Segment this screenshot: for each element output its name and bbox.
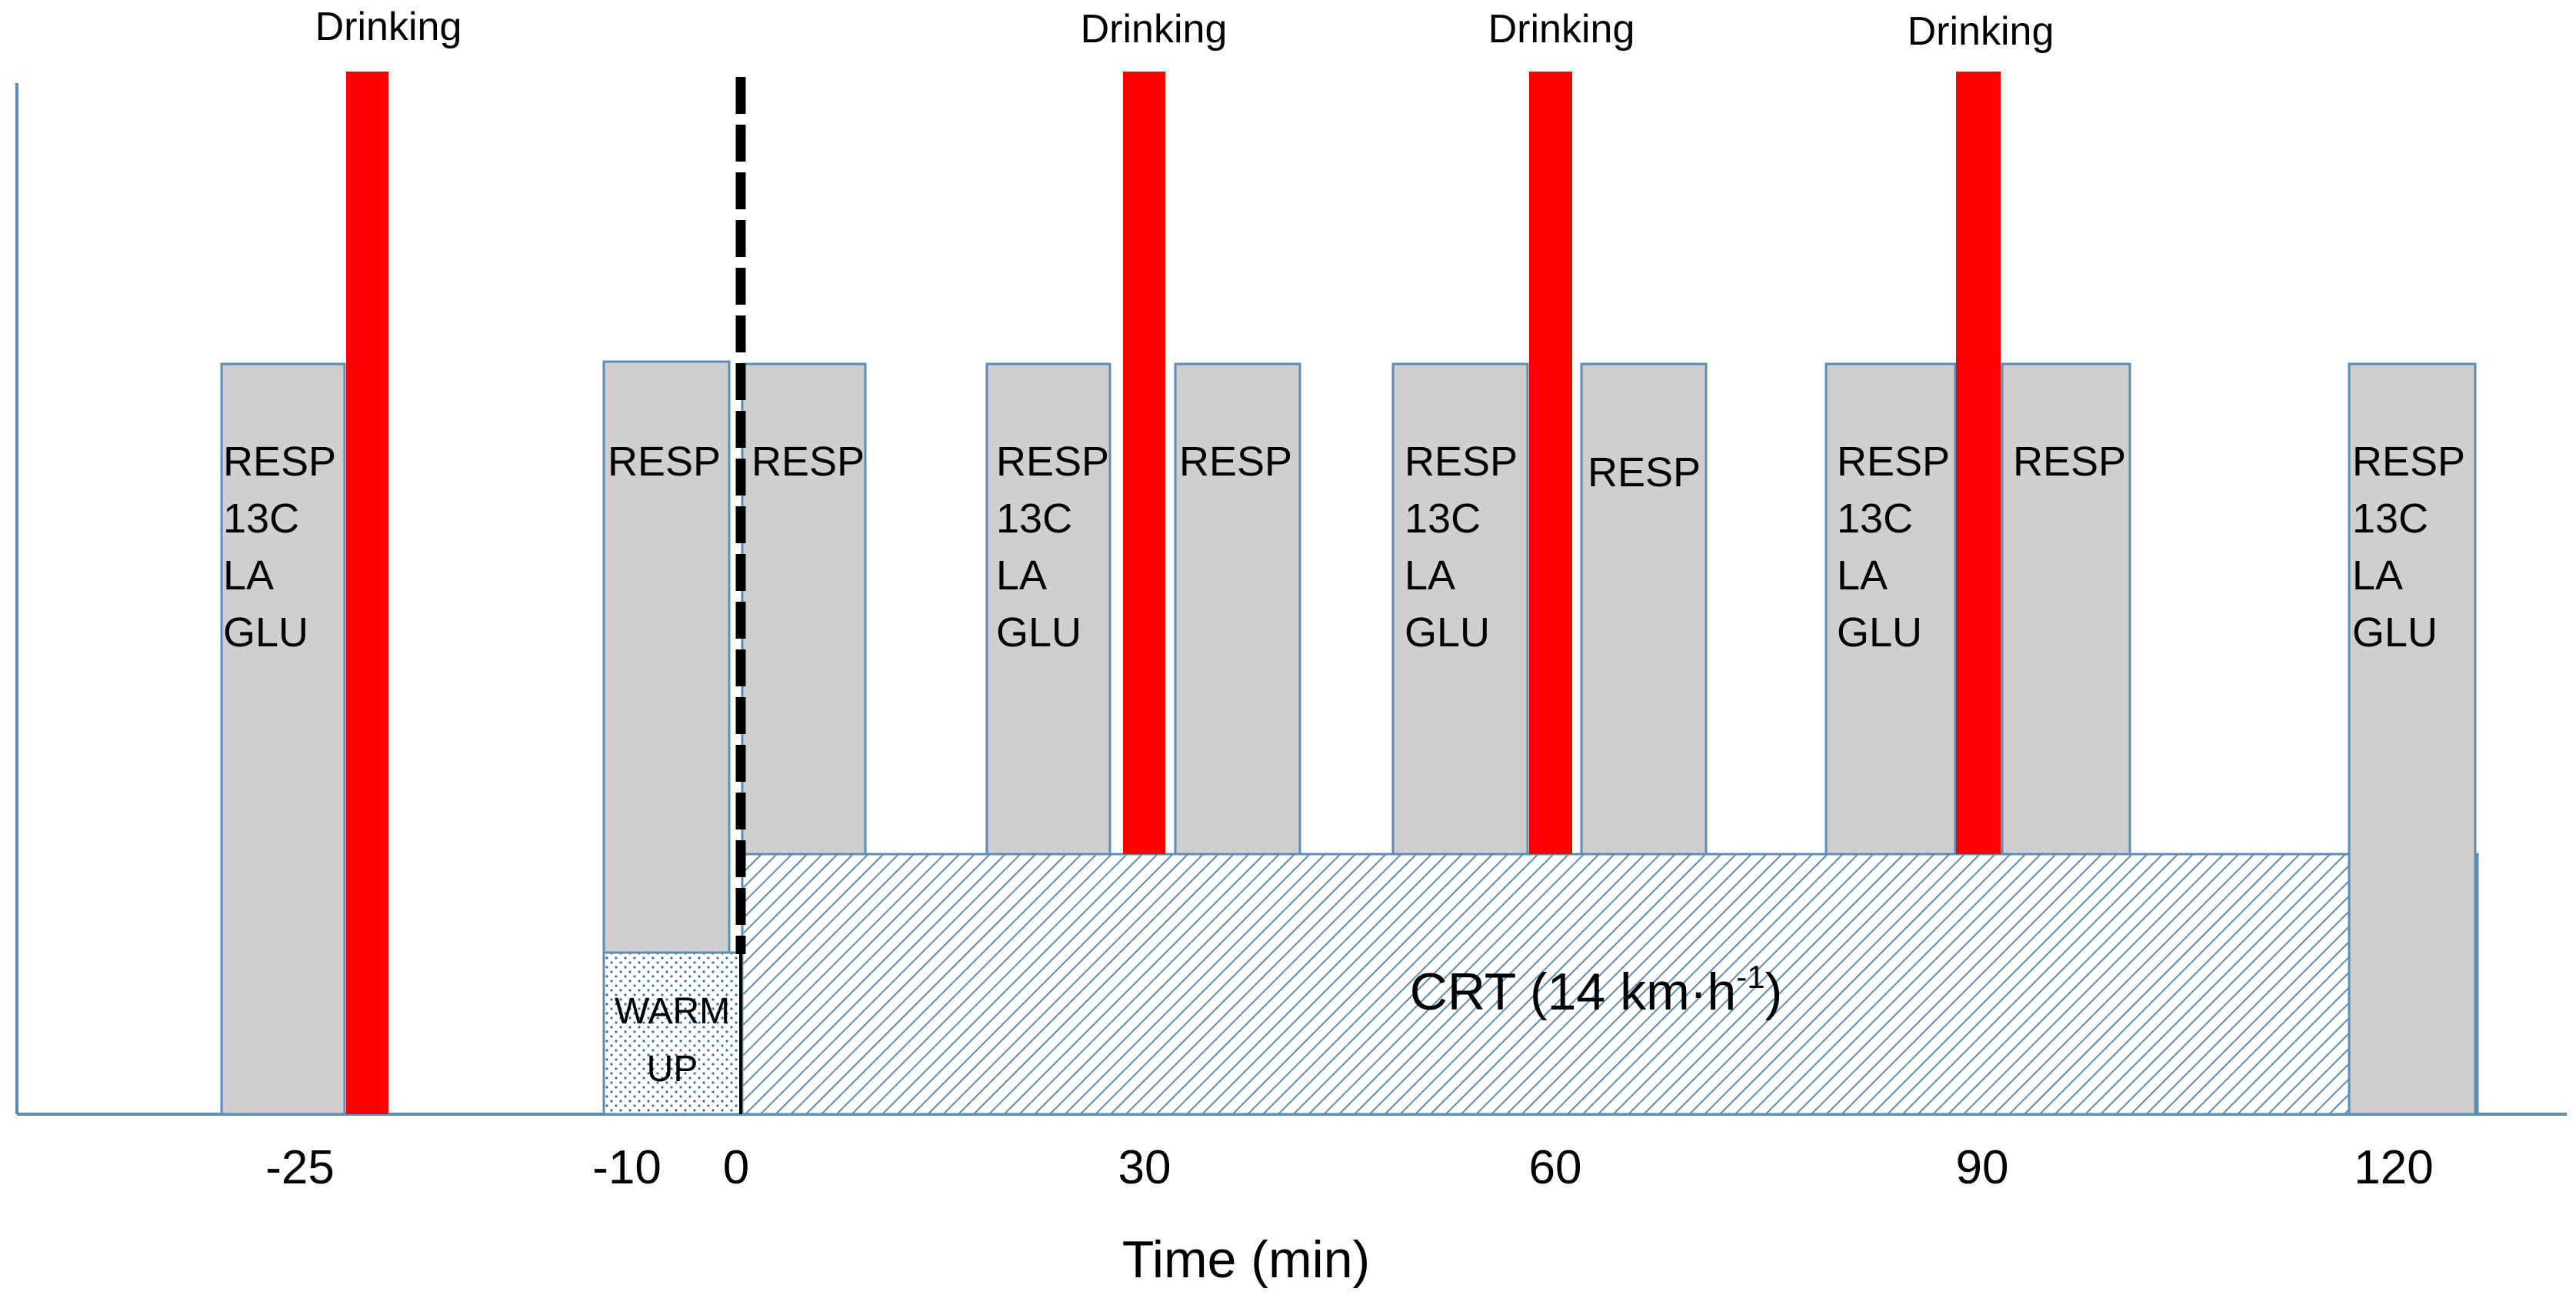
drinking-label-1: Drinking (315, 5, 462, 49)
box-6-line-2: 13C (1405, 496, 1481, 542)
box-8-line-4: GLU (1837, 609, 1922, 656)
warmup-line-1: WARM (615, 991, 730, 1032)
box-1-line-3: LA (223, 552, 274, 599)
box-4-line-2: 13C (996, 496, 1072, 542)
box-4-line-1: RESP (996, 439, 1109, 485)
warmup-region (602, 951, 742, 1116)
box-4-line-4: GLU (996, 609, 1081, 656)
sampling-box-3 (741, 362, 867, 856)
box-9-line-1: RESP (2013, 439, 2126, 485)
sampling-box-10 (2348, 362, 2477, 1116)
box-7-line-1: RESP (1588, 449, 1701, 496)
drinking-label-3: Drinking (1488, 7, 1635, 52)
tick-label-60: 60 (1529, 1141, 1582, 1194)
x-axis-label: Time (min) (1122, 1230, 1370, 1289)
box-1-line-4: GLU (223, 609, 308, 656)
crt-label: CRT (14 km·h-1) (1410, 959, 1782, 1021)
sampling-box-8 (1825, 362, 1957, 856)
drink-bar-3 (1529, 72, 1572, 854)
tick-label-minus10: -10 (592, 1141, 661, 1194)
warmup-line-2: UP (647, 1049, 698, 1090)
sampling-box-7 (1580, 362, 1708, 856)
box-6-line-4: GLU (1405, 609, 1490, 656)
crt-label-main: CRT (14 km·h (1410, 963, 1736, 1021)
tick-label-0: 0 (723, 1141, 749, 1194)
box-10-line-1: RESP (2352, 439, 2465, 485)
tick-label-30: 30 (1118, 1141, 1171, 1194)
box-6-line-3: LA (1405, 552, 1455, 599)
box-8-line-2: 13C (1837, 496, 1913, 542)
sampling-box-1 (220, 362, 346, 1116)
crt-label-close: ) (1765, 963, 1783, 1021)
drink-bar-2 (1123, 72, 1165, 854)
box-10-line-2: 13C (2352, 496, 2428, 542)
box-3-line-1: RESP (751, 439, 865, 485)
box-10-line-3: LA (2352, 552, 2403, 599)
box-1-line-2: 13C (223, 496, 299, 542)
sampling-box-5 (1174, 362, 1301, 856)
box-6-line-1: RESP (1405, 439, 1518, 485)
box-8-line-3: LA (1837, 552, 1888, 599)
sampling-box-6 (1391, 362, 1529, 856)
box-4-line-3: LA (996, 552, 1047, 599)
crt-label-sup: -1 (1736, 959, 1765, 995)
tick-label-90: 90 (1956, 1141, 2009, 1194)
tick-label-minus25: -25 (265, 1141, 335, 1194)
box-2-line-1: RESP (608, 439, 721, 485)
box-5-line-1: RESP (1179, 439, 1292, 485)
tick-label-120: 120 (2354, 1141, 2433, 1194)
drink-bar-1 (346, 72, 388, 1114)
box-8-line-1: RESP (1837, 439, 1950, 485)
box-1-line-1: RESP (223, 439, 336, 485)
sampling-box-4 (985, 362, 1111, 856)
drinking-label-2: Drinking (1081, 7, 1228, 52)
drinking-label-4: Drinking (1908, 9, 2054, 54)
sampling-box-2 (602, 360, 731, 954)
sampling-box-9 (2001, 362, 2131, 856)
drink-bar-4 (1956, 72, 2001, 854)
box-10-line-4: GLU (2352, 609, 2438, 656)
